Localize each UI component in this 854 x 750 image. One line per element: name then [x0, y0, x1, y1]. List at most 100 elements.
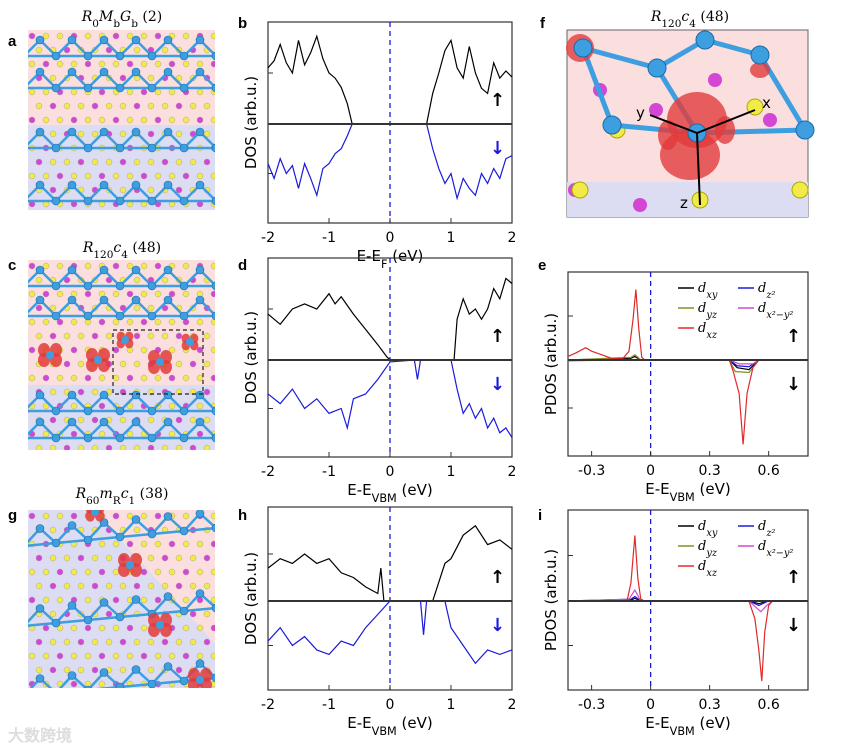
yellow-atom [42, 512, 50, 520]
blue-atom [51, 406, 61, 416]
magenta-atom [98, 318, 106, 326]
blue-atom [179, 676, 189, 686]
blue-atom [647, 58, 667, 78]
blue-atom [179, 143, 189, 153]
yellow-atom [98, 116, 106, 124]
yellow-atom [232, 417, 238, 423]
magenta-atom [126, 60, 134, 68]
yellow-atom [218, 389, 224, 395]
magenta-atom [168, 374, 176, 382]
yellow-atom [168, 568, 176, 576]
magenta-atom [175, 416, 183, 424]
yellow-atom [218, 75, 224, 81]
yellow-atom [49, 158, 57, 166]
yellow-atom [91, 158, 99, 166]
blue-atom [51, 618, 61, 628]
magenta-atom [203, 158, 211, 166]
bond [119, 612, 153, 619]
magenta-atom [105, 444, 113, 450]
structure-image-c [28, 260, 238, 465]
yellow-atom [42, 430, 50, 438]
yellow-atom [84, 596, 92, 604]
yellow-atom [84, 262, 92, 270]
magenta-atom [106, 695, 112, 701]
blue-atom [99, 295, 109, 305]
plot-frame [567, 271, 809, 457]
yellow-atom [42, 32, 50, 40]
yellow-atom [112, 652, 120, 660]
yellow-atom [98, 60, 106, 68]
blue-atom [83, 406, 93, 416]
magenta-atom [35, 304, 43, 312]
magenta-atom [210, 60, 215, 68]
series-line-4 [568, 535, 774, 682]
yellow-atom [42, 318, 50, 326]
x-tick-label: 0 [386, 464, 395, 480]
yellow-atom [155, 459, 161, 465]
magenta-atom [232, 527, 238, 533]
blue-atom [94, 356, 102, 364]
yellow-atom [154, 172, 162, 180]
yellow-atom [162, 215, 168, 221]
blue-atom [163, 390, 173, 400]
x-tick-label: -1 [322, 464, 336, 480]
yellow-atom [154, 60, 162, 68]
magenta-atom [28, 32, 36, 40]
yellow-atom [56, 32, 64, 40]
blue-atom [147, 196, 157, 206]
magenta-atom [225, 173, 231, 179]
yellow-atom [182, 596, 190, 604]
blue-atom [51, 433, 61, 443]
magenta-atom [91, 666, 99, 674]
magenta-atom [196, 346, 204, 354]
yellow-atom [210, 116, 215, 124]
yellow-atom [147, 102, 155, 110]
magenta-atom [161, 158, 169, 166]
series-line-4 [567, 289, 760, 445]
yellow-atom [91, 554, 99, 562]
magenta-atom [91, 416, 99, 424]
magenta-atom [168, 290, 176, 298]
yellow-atom [56, 262, 64, 270]
blue-atom [211, 433, 215, 443]
blue-atom [83, 143, 93, 153]
yellow-atom [126, 512, 134, 520]
blue-atom [156, 621, 164, 629]
blue-atom [179, 526, 189, 536]
magenta-atom [232, 277, 238, 283]
yellow-atom [232, 333, 238, 339]
yellow-atom [112, 290, 120, 298]
yellow-atom [203, 582, 211, 590]
magenta-atom [133, 582, 141, 590]
magenta-atom [105, 610, 113, 618]
magenta-atom [64, 215, 70, 221]
yellow-atom [203, 130, 211, 138]
yellow-atom [168, 402, 176, 410]
blue-atom [211, 673, 215, 683]
yellow-atom [28, 172, 36, 180]
yellow-atom [140, 32, 148, 40]
yellow-atom [232, 389, 238, 395]
magenta-atom [175, 582, 183, 590]
magenta-atom [763, 113, 777, 127]
x-tick-label: -2 [261, 464, 275, 480]
blue-atom [163, 295, 173, 305]
yellow-atom [133, 158, 141, 166]
blue-atom [67, 521, 77, 530]
blue-atom [179, 606, 189, 616]
bond [151, 609, 185, 616]
magenta-atom [161, 638, 169, 646]
yellow-atom [98, 680, 106, 688]
blue-atom [131, 595, 141, 604]
blue-atom [156, 358, 164, 366]
yellow-atom [105, 554, 113, 562]
magenta-atom [91, 332, 99, 340]
yellow-atom [182, 540, 190, 548]
yellow-atom [175, 554, 183, 562]
yellow-atom [70, 172, 78, 180]
yellow-atom [42, 652, 50, 660]
chart-i: -0.3 0 0.3 0.6 E-EVBM (eV) PDOS (arb.u.) ↑ ↓ dxy… [542, 509, 809, 738]
series-line-1 [426, 123, 513, 201]
x-tick-label: -2 [261, 697, 275, 713]
blue-atom [147, 281, 157, 291]
